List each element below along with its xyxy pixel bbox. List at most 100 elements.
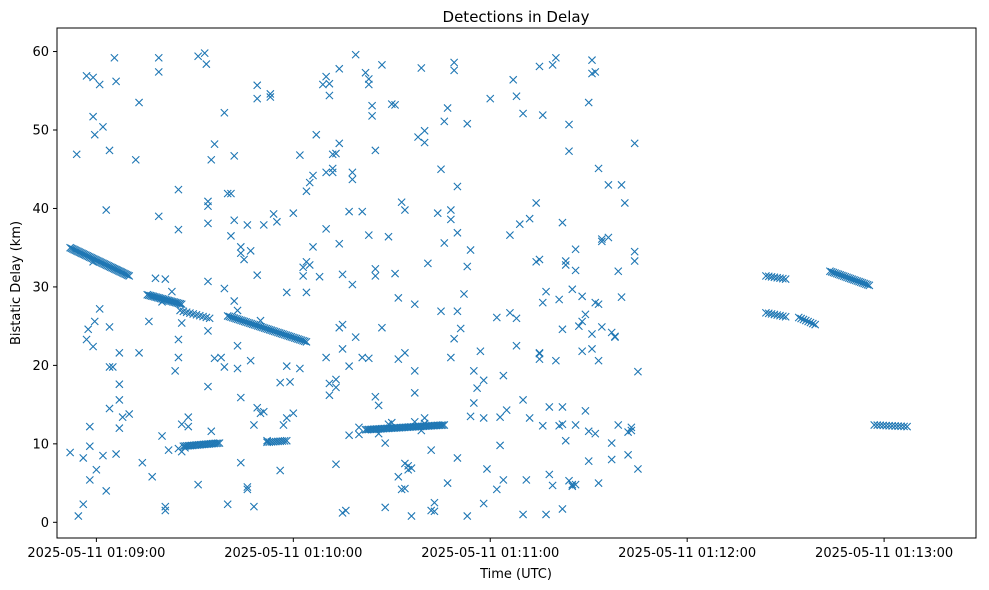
data-point [604,233,613,242]
data-point [325,79,334,88]
data-point [364,75,373,83]
data-point [289,409,298,418]
data-point [371,271,380,280]
data-point [400,484,409,493]
data-point [302,187,311,196]
data-point [900,422,909,431]
data-point [863,280,872,289]
data-point [146,291,155,300]
data-point [873,421,882,430]
data-point [82,71,91,80]
data-point [443,104,452,113]
data-point [66,448,75,457]
data-point [371,146,380,155]
data-point [903,422,912,431]
data-point [417,64,426,73]
data-point [466,412,475,421]
data-point [90,317,99,326]
data-point [230,151,239,160]
data-point [158,297,167,306]
data-point [335,239,344,248]
data-point [538,298,547,307]
data-point [200,49,209,58]
data-point [624,450,633,459]
data-point [98,122,107,131]
data-point [581,406,590,415]
data-point [89,342,98,351]
data-point [594,479,603,488]
data-point [236,393,245,402]
data-point [272,217,281,226]
data-point [220,108,229,117]
data-point [203,197,212,206]
data-point [177,319,186,328]
data-point [125,410,134,419]
data-point [463,512,472,521]
data-point [105,322,114,331]
data-point [144,291,153,300]
data-point [280,436,289,445]
data-point [450,58,459,67]
data-point [338,344,347,353]
data-point [279,421,288,430]
data-point [482,464,491,473]
data-point [882,421,891,430]
data-point [236,249,245,258]
data-point [233,364,242,373]
data-point [535,255,544,264]
data-point [476,347,485,356]
data-point [870,421,879,430]
data-point [512,341,521,350]
data-point [469,366,478,375]
data-point [89,257,98,266]
data-point [463,119,472,128]
data-point [203,326,212,335]
data-point [486,94,495,103]
data-point [243,483,252,491]
data-point [149,292,158,301]
data-point [223,189,232,198]
data-point [492,313,501,322]
data-point [207,155,216,164]
data-point [85,442,94,451]
data-point [558,325,567,334]
data-point [95,80,104,89]
data-point [440,117,449,126]
data-point [161,275,170,284]
data-point [453,228,462,237]
data-point [394,472,403,481]
data-point [437,307,445,316]
data-point [312,130,321,139]
x-tick-label: 2025-05-11 01:11:00 [421,546,559,561]
data-point [95,304,104,313]
data-point [400,206,409,215]
data-point [368,101,377,110]
x-axis-label: Time (UTC) [479,567,552,582]
data-point [538,421,547,430]
data-point [358,353,367,362]
data-point [213,439,222,448]
data-point [588,330,596,338]
data-point [112,77,121,86]
data-point [781,275,790,284]
data-point [212,439,221,448]
data-point [459,289,468,298]
data-point [427,446,436,455]
data-point [165,296,174,305]
data-point [371,264,380,273]
data-point [135,348,144,357]
data-point [286,377,295,386]
y-axis-label: Bistatic Delay (km) [9,221,24,345]
data-point [243,220,252,229]
data-point [331,375,340,384]
data-point [499,475,508,484]
data-point [617,293,626,302]
data-point [295,151,304,160]
data-point [305,260,314,269]
data-point [282,288,291,297]
data-point [233,341,242,350]
x-tick-label: 2025-05-11 01:13:00 [815,546,953,561]
data-point [335,139,344,148]
data-point [325,391,334,400]
x-axis: 2025-05-11 01:09:00 2025-05-11 01:10:00 20… [27,538,953,561]
